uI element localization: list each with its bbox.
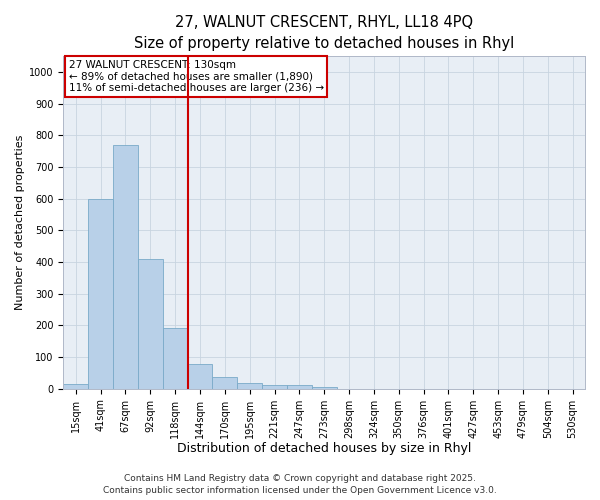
X-axis label: Distribution of detached houses by size in Rhyl: Distribution of detached houses by size … [177, 442, 472, 455]
Bar [237, 382, 262, 388]
Bar [138, 259, 163, 388]
Text: Contains HM Land Registry data © Crown copyright and database right 2025.
Contai: Contains HM Land Registry data © Crown c… [103, 474, 497, 495]
Y-axis label: Number of detached properties: Number of detached properties [15, 135, 25, 310]
Title: 27, WALNUT CRESCENT, RHYL, LL18 4PQ
Size of property relative to detached houses: 27, WALNUT CRESCENT, RHYL, LL18 4PQ Size… [134, 15, 514, 51]
Bar [163, 328, 188, 388]
Bar [312, 387, 337, 388]
Bar [113, 145, 138, 388]
Bar [262, 384, 287, 388]
Bar [188, 364, 212, 388]
Bar [287, 384, 312, 388]
Bar [64, 384, 88, 388]
Bar [212, 376, 237, 388]
Bar [88, 199, 113, 388]
Text: 27 WALNUT CRESCENT: 130sqm
← 89% of detached houses are smaller (1,890)
11% of s: 27 WALNUT CRESCENT: 130sqm ← 89% of deta… [68, 60, 324, 93]
